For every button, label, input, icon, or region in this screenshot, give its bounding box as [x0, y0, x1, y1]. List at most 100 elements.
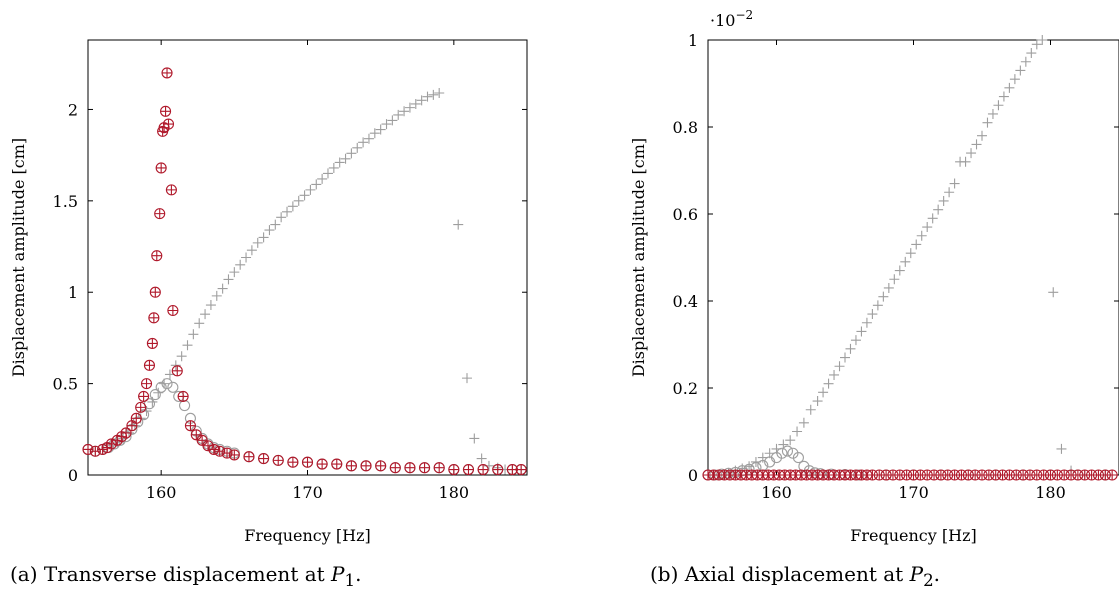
y-tick-label: 2: [68, 100, 78, 119]
series-3-circle-plus-marker: [301, 456, 314, 468]
marker-cross: [258, 453, 269, 464]
y-tick-label: 0.5: [53, 375, 78, 394]
series-1-plus-marker: [911, 239, 922, 250]
series-1-plus-marker: [381, 119, 392, 130]
marker-cross: [150, 287, 161, 298]
series-1-plus-marker: [375, 124, 386, 135]
marker-cross: [154, 208, 165, 219]
series-1-plus-marker: [235, 259, 246, 270]
marker-cross: [317, 459, 328, 470]
marker-cross: [178, 391, 189, 402]
x-axis-label: Frequency [Hz]: [244, 526, 371, 545]
series-3-circle-plus-marker: [1106, 469, 1118, 481]
marker-cross: [222, 448, 233, 459]
series-1-plus-marker: [393, 109, 404, 120]
marker-cross: [90, 446, 101, 457]
series-1-plus-marker: [246, 245, 257, 256]
series-3-circle-plus-marker: [149, 286, 161, 298]
series-3-circle-plus-marker: [162, 118, 175, 130]
series-1-plus-marker: [1026, 48, 1037, 59]
marker-cross: [434, 462, 445, 473]
marker-cross: [166, 184, 177, 195]
series-1-plus-marker: [818, 387, 829, 398]
y-tick-label: 1.5: [53, 192, 78, 211]
series-1-plus-marker: [334, 157, 345, 168]
marker-cross: [172, 365, 183, 376]
series-1-plus-marker: [416, 95, 427, 106]
series-1-plus-marker: [922, 222, 933, 233]
series-3-circle-plus-marker: [154, 208, 166, 220]
series-2-circle-marker: [776, 447, 788, 459]
series-1-plus-marker: [352, 142, 363, 153]
series-1-plus-marker: [328, 162, 339, 173]
series-2-circle-marker: [155, 381, 167, 393]
series-1-plus-marker: [960, 156, 971, 167]
series-3-circle-plus-marker: [228, 449, 240, 461]
marker-cross: [492, 464, 503, 475]
series-1-plus-marker: [1056, 443, 1067, 454]
marker-cross: [121, 427, 132, 438]
marker-cross: [229, 449, 240, 460]
caption-a-symbol: P: [331, 562, 345, 586]
caption-b-text: (b) Axial displacement at: [650, 562, 910, 586]
marker-cross: [185, 420, 196, 431]
marker-cross: [83, 444, 93, 455]
series-1-plus-marker: [845, 343, 856, 354]
series-1-plus-marker: [422, 91, 433, 102]
series-3-circle-plus-marker: [160, 105, 172, 117]
series-1-plus-marker: [1020, 56, 1031, 67]
caption-a-period: .: [355, 562, 362, 586]
series-3-circle-plus-marker: [196, 434, 208, 446]
series-3-circle-plus-marker: [177, 390, 189, 402]
series-1-plus-marker: [188, 329, 199, 340]
y-tick-label: 1: [68, 283, 78, 302]
series-1-plus-marker: [340, 153, 351, 164]
series-1-plus-marker: [829, 369, 840, 380]
series-1-plus-marker: [287, 201, 298, 212]
series-1-plus-marker: [299, 190, 310, 201]
series-3-circle-plus-marker: [202, 440, 214, 452]
series-3-circle-plus-marker: [419, 462, 431, 474]
series-1-plus-marker: [363, 133, 374, 144]
series-1-plus-marker: [850, 335, 861, 346]
series-3-circle-plus-marker: [221, 447, 233, 459]
marker-cross: [463, 464, 474, 475]
series-1-plus-marker: [856, 326, 867, 337]
series-1-plus-marker: [1015, 65, 1026, 76]
marker-cross: [448, 464, 459, 475]
series-1-plus-marker: [346, 148, 357, 159]
series-1-plus-marker: [282, 206, 293, 217]
series-3-circle-plus-marker: [105, 438, 117, 450]
series-1-plus-marker: [867, 309, 878, 320]
series-3-circle-plus-marker: [214, 445, 226, 457]
marker-cross: [131, 413, 142, 424]
series-1-plus-marker: [878, 291, 889, 302]
y-exponent-label: ·10−2: [710, 8, 753, 30]
x-tick-label: 170: [898, 483, 929, 502]
series-3-circle-plus-marker: [126, 420, 138, 432]
series-1-plus-marker: [252, 237, 263, 248]
caption-b-subscript: 2: [923, 571, 934, 590]
series-3-circle-plus-marker: [155, 162, 167, 174]
series-3-circle-plus-marker: [448, 463, 460, 476]
series-1-plus-marker: [264, 225, 275, 236]
series-1-plus-marker: [812, 396, 823, 407]
series-1-plus-marker: [469, 433, 480, 444]
series-3-circle-plus-marker: [171, 365, 183, 377]
marker-cross: [478, 464, 489, 475]
series-1-plus-marker: [410, 98, 421, 109]
marker-cross: [331, 459, 342, 470]
y-axis-label: Displacement amplitude [cm]: [629, 138, 648, 377]
marker-cross: [138, 391, 149, 402]
series-1-plus-marker: [311, 179, 322, 190]
marker-cross: [147, 338, 158, 349]
marker-cross: [302, 457, 313, 468]
series-3-circle-plus-marker: [165, 184, 177, 196]
series-3-circle-plus-marker: [316, 458, 328, 470]
series-1-plus-marker: [1009, 74, 1020, 85]
marker-cross: [148, 312, 159, 323]
series-1-plus-marker: [916, 230, 927, 241]
series-1-plus-marker: [966, 148, 977, 159]
series-1-plus-marker: [176, 351, 187, 362]
marker-cross: [1107, 470, 1118, 480]
